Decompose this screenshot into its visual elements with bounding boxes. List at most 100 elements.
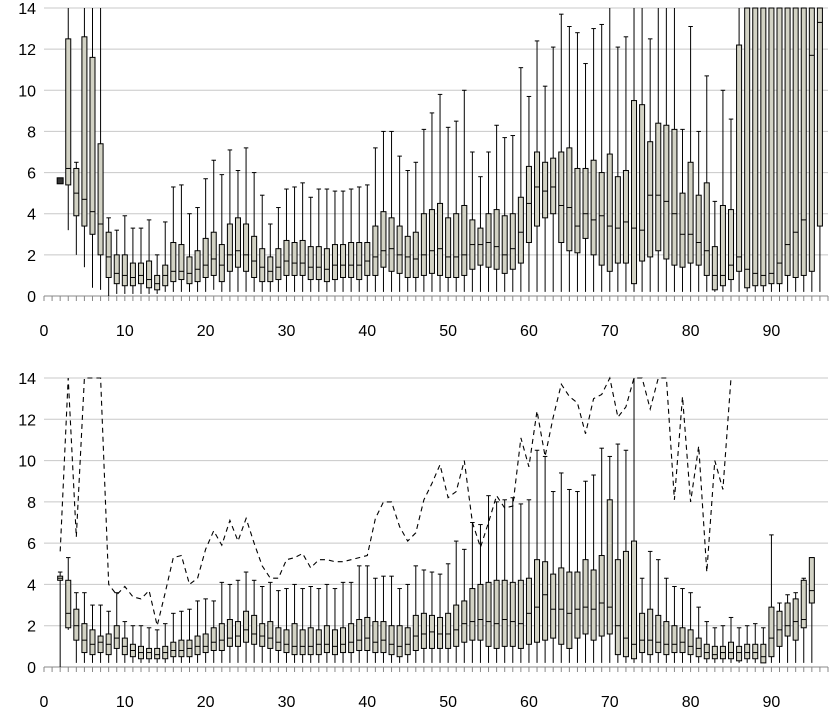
- box-whisker: [485, 495, 492, 663]
- box-whisker: [800, 577, 807, 663]
- y-tick-label: 6: [27, 166, 36, 183]
- box: [744, 643, 751, 660]
- box-whisker: [121, 215, 128, 294]
- box: [493, 579, 500, 649]
- box-whisker: [768, 7, 775, 292]
- box: [760, 7, 767, 287]
- box: [687, 161, 694, 264]
- box-whisker: [372, 147, 379, 292]
- box-whisker: [267, 581, 274, 663]
- box-whisker: [137, 227, 144, 294]
- box: [598, 555, 605, 637]
- box: [291, 242, 298, 276]
- box: [550, 573, 557, 639]
- box-whisker: [461, 548, 468, 663]
- box-whisker: [566, 26, 573, 292]
- box: [582, 559, 589, 635]
- box-whisker: [469, 522, 476, 663]
- box-whisker: [622, 36, 629, 292]
- box: [719, 204, 726, 287]
- box: [323, 625, 330, 654]
- box: [340, 627, 347, 654]
- box-whisker: [792, 7, 799, 292]
- box: [259, 248, 266, 283]
- x-tick-label: 40: [358, 323, 376, 340]
- box: [380, 211, 387, 268]
- box: [695, 194, 702, 266]
- box-whisker: [315, 188, 322, 292]
- box: [631, 100, 638, 285]
- box-whisker: [437, 573, 444, 663]
- y-tick-label: 0: [27, 289, 36, 306]
- box: [622, 550, 629, 658]
- box: [170, 242, 177, 283]
- box-whisker: [89, 604, 96, 663]
- box: [170, 641, 177, 658]
- box: [485, 581, 492, 647]
- box-whisker: [65, 8, 72, 231]
- box-whisker: [752, 623, 759, 663]
- box: [558, 151, 565, 244]
- box-whisker: [719, 89, 726, 292]
- box: [283, 629, 290, 654]
- x-tick-label: 0: [40, 694, 49, 709]
- box: [226, 223, 233, 272]
- box-whisker: [687, 26, 694, 292]
- box-whisker: [372, 577, 379, 663]
- x-tick-label: 50: [439, 323, 457, 340]
- y-tick-label: 12: [18, 412, 36, 429]
- box: [210, 627, 217, 651]
- box-whisker: [226, 149, 233, 292]
- box: [154, 647, 161, 660]
- box: [372, 621, 379, 654]
- box-whisker: [808, 7, 815, 292]
- box-whisker: [323, 188, 330, 292]
- box-whisker: [679, 128, 686, 292]
- x-tick-label: 90: [763, 323, 781, 340]
- box-whisker: [348, 581, 355, 663]
- box-whisker: [404, 170, 411, 292]
- box-whisker: [631, 378, 638, 663]
- box: [711, 246, 718, 291]
- box-whisker: [121, 621, 128, 663]
- box: [768, 7, 775, 285]
- y-tick-label: 10: [18, 454, 36, 471]
- box-whisker: [202, 178, 209, 292]
- box: [420, 612, 427, 649]
- box-whisker: [428, 112, 435, 292]
- box: [485, 213, 492, 268]
- box-whisker: [606, 8, 613, 292]
- box-whisker: [299, 588, 306, 663]
- box-whisker: [501, 137, 508, 292]
- top-box-plot-panel: 0 2 4 6 8 10 12 14 0 10 20 30 40 50 60 70 80 90: [18, 1, 829, 340]
- box-whisker: [210, 600, 217, 663]
- box: [89, 56, 96, 235]
- box-whisker: [695, 606, 702, 663]
- box: [210, 231, 217, 276]
- box: [776, 7, 783, 285]
- box: [639, 104, 646, 262]
- box: [307, 246, 314, 281]
- y-tick-label: 2: [27, 619, 36, 636]
- box: [348, 242, 355, 278]
- box: [574, 167, 581, 254]
- box: [509, 213, 516, 270]
- box: [800, 579, 807, 629]
- box-whisker: [719, 625, 726, 663]
- box: [259, 623, 266, 647]
- box: [517, 579, 524, 649]
- box-whisker: [178, 610, 185, 663]
- y-tick-label: 14: [18, 1, 36, 18]
- box-whisker: [186, 213, 193, 292]
- dashed-reference-line: [59, 376, 732, 626]
- box: [323, 248, 330, 283]
- box: [582, 167, 589, 239]
- box-whisker: [65, 557, 72, 630]
- box-whisker: [89, 8, 96, 288]
- box-whisker: [542, 455, 549, 663]
- box: [687, 629, 694, 656]
- box-whisker: [275, 590, 282, 663]
- box: [477, 583, 484, 641]
- box: [639, 612, 646, 654]
